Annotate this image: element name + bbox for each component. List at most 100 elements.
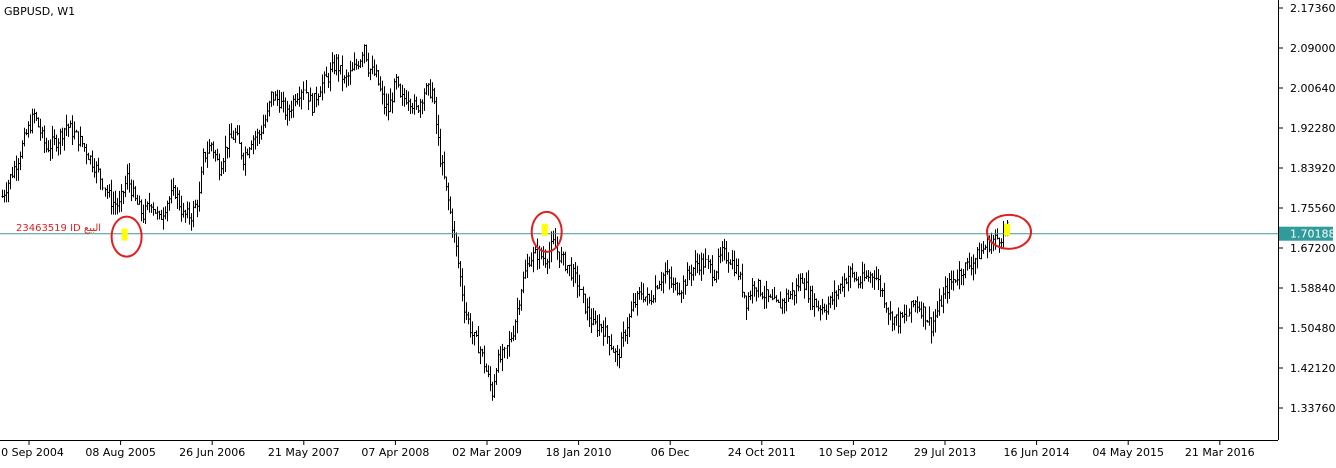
ohlc-bar <box>190 213 193 231</box>
ohlc-bar <box>67 123 70 137</box>
ohlc-bar <box>3 189 6 203</box>
ohlc-bar <box>950 270 953 290</box>
ohlc-bar <box>93 158 96 178</box>
ohlc-bar <box>473 331 476 346</box>
ohlc-bar <box>186 201 189 219</box>
y-tick-label: 1.67200 <box>1290 242 1336 255</box>
ohlc-bar <box>228 124 231 158</box>
ohlc-bar <box>558 251 561 268</box>
ohlc-bar <box>604 317 607 337</box>
ohlc-bar <box>451 208 454 238</box>
ohlc-bar <box>238 125 241 144</box>
ohlc-bar <box>819 305 822 321</box>
ohlc-bar <box>763 285 766 310</box>
ohlc-bar <box>226 146 229 159</box>
ohlc-bar <box>99 168 102 190</box>
ohlc-bar <box>918 301 921 312</box>
ohlc-bar <box>803 278 806 299</box>
ohlc-bar <box>845 277 848 285</box>
ohlc-bar <box>795 278 798 304</box>
ohlc-bar <box>654 275 657 303</box>
ohlc-bar <box>642 283 645 303</box>
ohlc-bar <box>516 297 519 334</box>
ohlc-bar <box>359 59 362 68</box>
ohlc-bar <box>85 143 88 165</box>
ohlc-bar <box>433 87 436 104</box>
ohlc-bar <box>727 252 730 273</box>
ohlc-bar <box>369 68 372 81</box>
ohlc-bar <box>274 91 277 101</box>
ohlc-bar <box>21 140 24 159</box>
ohlc-bar <box>660 271 663 291</box>
ohlc-bar <box>560 247 563 264</box>
ohlc-bar <box>296 93 299 105</box>
ohlc-bar <box>783 298 786 314</box>
ohlc-bar <box>242 152 245 171</box>
ohlc-bar <box>27 121 30 138</box>
y-tick-label: 1.83920 <box>1290 162 1336 175</box>
ohlc-bar <box>495 368 498 385</box>
ohlc-bar <box>905 304 908 322</box>
x-tick-label: 20 Sep 2004 <box>0 446 64 459</box>
ohlc-bar <box>982 240 985 254</box>
ohlc-bar <box>536 238 539 270</box>
ohlc-bar <box>823 303 826 313</box>
ohlc-bar <box>63 127 66 151</box>
ohlc-bar <box>276 89 279 107</box>
ohlc-bar <box>510 332 513 343</box>
ohlc-bar <box>954 279 957 283</box>
ohlc-bar <box>739 271 742 280</box>
ohlc-bar <box>33 108 36 124</box>
ohlc-bar <box>966 257 969 271</box>
ohlc-bar <box>142 204 145 223</box>
ohlc-bar <box>341 55 344 92</box>
ohlc-bar <box>288 104 291 121</box>
ohlc-bar <box>421 99 424 115</box>
ohlc-bar <box>672 277 675 293</box>
ohlc-bar <box>731 250 734 270</box>
ohlc-bar <box>347 72 350 86</box>
ohlc-bar <box>805 272 808 291</box>
ohlc-bar <box>300 89 303 110</box>
ohlc-bar <box>867 270 870 282</box>
ohlc-bar <box>506 345 509 359</box>
ohlc-bar <box>542 246 545 266</box>
ohlc-bar <box>962 269 965 286</box>
ohlc-bar <box>475 330 478 337</box>
ohlc-bar <box>467 311 470 325</box>
y-tick-label: 2.00640 <box>1290 82 1336 95</box>
ohlc-bar <box>930 317 933 344</box>
ohlc-bar <box>97 157 100 173</box>
ohlc-bar <box>743 291 746 299</box>
ohlc-bar <box>317 93 320 106</box>
ohlc-bar <box>928 306 931 326</box>
ohlc-bar <box>335 54 338 76</box>
ohlc-bar <box>717 248 720 280</box>
ohlc-bar <box>972 254 975 281</box>
ohlc-bar <box>144 198 147 225</box>
ohlc-bar <box>757 278 760 298</box>
ohlc-bar <box>725 240 728 264</box>
ohlc-bar <box>855 271 858 282</box>
ohlc-bar <box>857 276 860 289</box>
ohlc-bar <box>252 135 255 155</box>
ohlc-bar <box>723 238 726 261</box>
ohlc-bar <box>5 182 8 203</box>
ohlc-bar <box>934 309 937 333</box>
ohlc-bar <box>922 302 925 327</box>
ohlc-bar <box>413 94 416 115</box>
ohlc-bar <box>91 150 94 173</box>
ohlc-bar <box>773 287 776 300</box>
ohlc-bar <box>75 129 78 133</box>
ohlc-bar <box>270 91 273 107</box>
ohlc-bar <box>871 273 874 288</box>
ohlc-bar <box>170 179 173 204</box>
ohlc-bar <box>381 80 384 105</box>
ohlc-bar <box>608 336 611 356</box>
ohlc-bar <box>212 141 215 159</box>
ohlc-bar <box>258 129 261 144</box>
ohlc-bar <box>499 346 502 363</box>
ohlc-bar <box>895 314 898 326</box>
ohlc-bar <box>829 295 832 309</box>
